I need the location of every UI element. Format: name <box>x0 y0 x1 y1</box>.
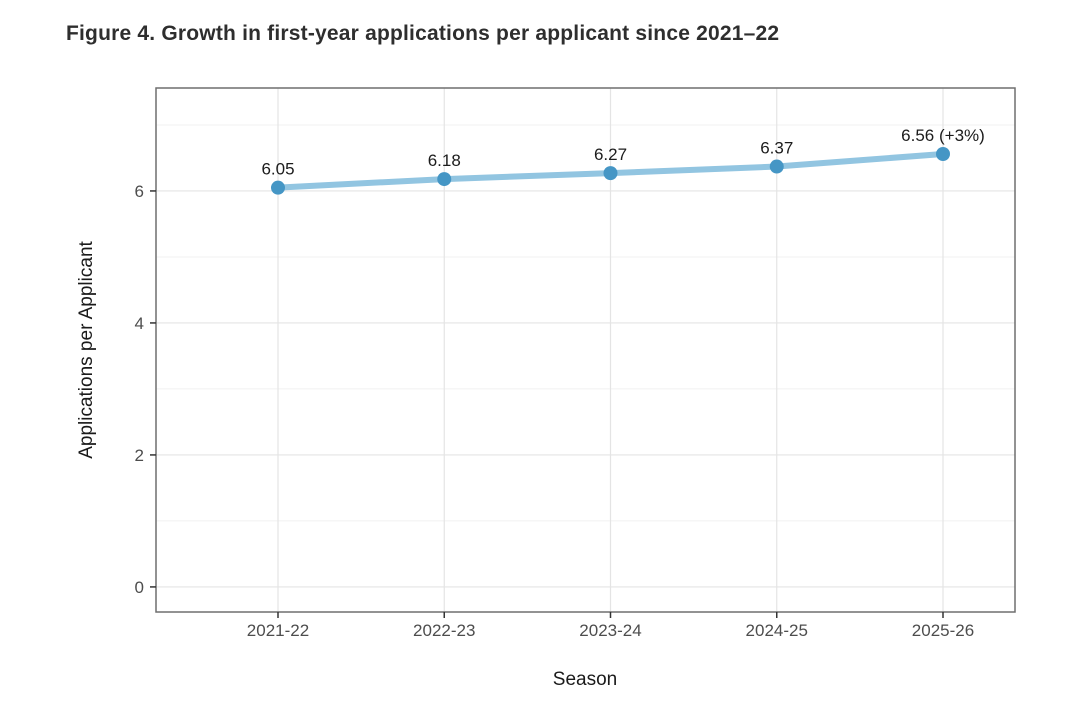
point-label: 6.27 <box>594 145 627 164</box>
x-axis-title: Season <box>552 669 618 690</box>
y-tick-label: 6 <box>135 182 144 201</box>
point-label: 6.18 <box>428 151 461 170</box>
y-tick-label: 0 <box>135 578 144 597</box>
x-tick-label: 2024-25 <box>746 621 808 640</box>
x-tick-label: 2023-24 <box>579 621 641 640</box>
figure-title: Figure 4. Growth in first-year applicati… <box>66 22 780 45</box>
panel-border <box>155 87 1016 613</box>
x-tick-label: 2022-23 <box>413 621 475 640</box>
y-tick-label: 2 <box>135 446 144 465</box>
data-point <box>603 166 618 181</box>
y-axis-title: Applications per Applicant <box>76 241 97 459</box>
y-tick-label: 4 <box>135 314 144 333</box>
data-point <box>271 180 285 195</box>
x-tick-label: 2025-26 <box>912 621 974 640</box>
point-label: 6.56 (+3%) <box>901 126 985 145</box>
point-label: 6.05 <box>261 160 294 179</box>
point-label: 6.37 <box>760 139 793 158</box>
data-point <box>769 159 784 174</box>
x-tick-label: 2021-22 <box>247 621 309 640</box>
data-point <box>437 172 452 187</box>
data-point <box>936 146 950 161</box>
